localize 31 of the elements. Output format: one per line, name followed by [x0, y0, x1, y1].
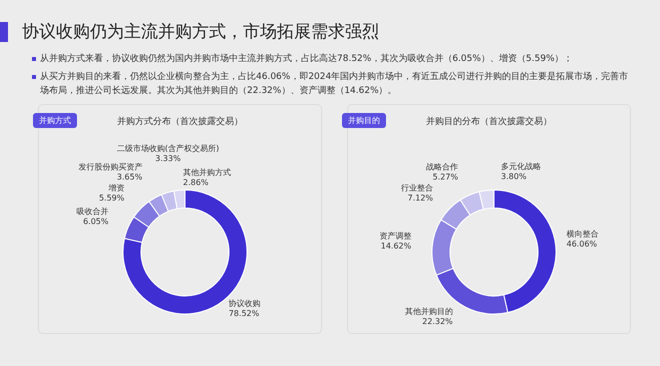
slice-label: 战略合作	[426, 162, 458, 172]
slice-label: 发行股份购买资产	[78, 162, 142, 172]
slice-label: 二级市场收购(含产权交易所)	[116, 144, 220, 153]
data-label: 3.65%	[116, 172, 143, 182]
slice-label: 横向整合	[566, 229, 599, 238]
text: 从并购方式来看，协议收购仍然为国内并购市场中主流并购方式，占比高达78.52%，其次为吸收合并（6.05%）、增资（5.59%）；	[40, 52, 572, 66]
data-label: 3.33%	[155, 154, 182, 163]
data-label: 7.12%	[408, 194, 434, 203]
data-label: 5.59%	[98, 193, 125, 202]
text: 并购方式	[33, 113, 77, 128]
chart-title: 并购目的分布（首次披露交易）	[426, 117, 552, 127]
data-label: 5.27%	[432, 172, 458, 182]
text: 协议收购仍为主流并购方式，市场拓展需求强烈	[22, 21, 379, 43]
data-label: 2.86%	[183, 178, 209, 187]
slice-label: 行业整合	[401, 184, 434, 193]
data-label: 22.32%	[422, 317, 454, 326]
slice-label: 资产调整	[379, 232, 412, 241]
slice-label: 协议收购	[228, 298, 261, 308]
data-label: 46.06%	[566, 239, 598, 248]
slice-label: 多元化战略	[501, 162, 541, 171]
text: 从买方并购目的来看，仍然以企业横向整合为主，占比46.06%，即2024年国内并购市场中，有近五成公司进行并购的目的主要是拓展市场，完善市场布局，推进公司长远发展。其次为其他并购目的（22.32%）、资产调整（14.62%）。	[40, 70, 630, 98]
data-label: 6.05%	[83, 216, 109, 226]
data-label: 3.80%	[501, 172, 527, 181]
data-label: 14.62%	[380, 242, 412, 251]
slice-label: 其他并购目的	[404, 307, 453, 316]
data-label: 78.52%	[228, 308, 260, 318]
slice-label: 其他并购方式	[183, 168, 231, 177]
text: 并购目的	[342, 113, 386, 128]
slice-label: 增资	[107, 183, 124, 192]
chart-title: 并购方式分布（首次披露交易）	[117, 117, 243, 127]
slice-label: 吸收合并	[76, 206, 109, 216]
